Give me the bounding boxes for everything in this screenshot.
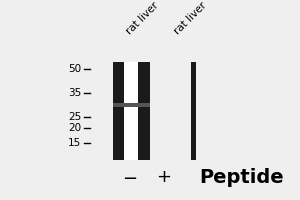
Text: 15: 15	[68, 138, 81, 148]
Bar	[112, 103, 150, 107]
Bar	[191, 62, 196, 160]
Text: 20: 20	[68, 123, 81, 133]
Text: 25: 25	[68, 112, 81, 122]
Text: Peptide: Peptide	[200, 168, 284, 187]
Text: $-$: $-$	[122, 168, 137, 186]
Bar	[124, 62, 138, 160]
Text: 35: 35	[68, 88, 81, 98]
Text: 50: 50	[68, 64, 81, 74]
Text: rat liver: rat liver	[172, 0, 208, 36]
Text: $+$: $+$	[156, 168, 172, 186]
Bar	[138, 62, 150, 160]
Bar	[112, 62, 124, 160]
Text: rat liver: rat liver	[124, 0, 160, 36]
